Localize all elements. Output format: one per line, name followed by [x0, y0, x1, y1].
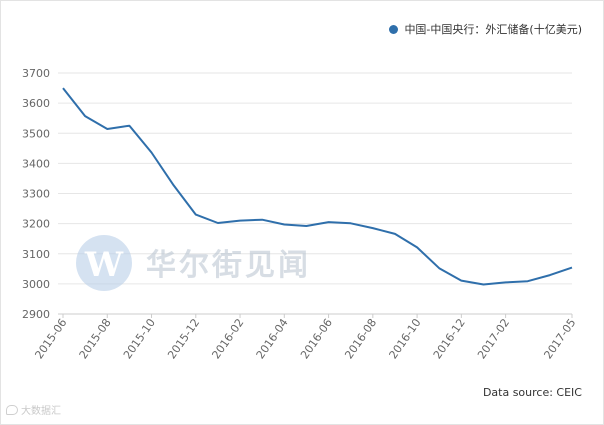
watermark-logo-letter: W [84, 245, 124, 285]
y-tick-label: 3000 [22, 278, 50, 291]
y-tick-label: 3400 [22, 157, 50, 170]
series-layer [62, 87, 573, 286]
x-tick-label: 2016-08 [342, 316, 379, 361]
x-tick-label: 2016-10 [387, 316, 424, 361]
x-tick-label: 2015-10 [121, 316, 158, 361]
x-axis-ticks: 2015-06 2015-08 2015-10 2015-12 2016-02 2016-… [32, 314, 578, 361]
y-axis-ticks: 2900 3000 3100 3200 3300 3400 3500 3600 3700 [22, 67, 50, 321]
credit-watermark: 大数据汇 [6, 402, 61, 417]
x-tick-label: 2016-02 [209, 316, 246, 361]
x-tick-label: 2017-02 [475, 316, 512, 361]
chat-bubble-icon [6, 404, 18, 415]
x-tick-label: 2017-05 [541, 316, 578, 361]
y-tick-label: 3300 [22, 188, 50, 201]
x-tick-label: 2016-06 [298, 316, 335, 361]
y-tick-label: 3700 [22, 67, 50, 80]
x-tick-label: 2016-04 [254, 316, 291, 361]
watermark-logo-circle [76, 235, 132, 291]
y-tick-label: 3500 [22, 127, 50, 140]
data-source-note: Data source: CEIC [482, 386, 582, 399]
y-tick-label: 2900 [22, 308, 50, 321]
y-tick-label: 3100 [22, 248, 50, 261]
watermark-text: 华尔街见闻 [146, 248, 311, 283]
series-line [62, 87, 573, 286]
legend-label: 中国-中国央行：外汇储备(十亿美元) [404, 23, 582, 36]
y-tick-label: 3600 [22, 97, 50, 110]
x-tick-label: 2015-06 [32, 316, 69, 361]
legend-marker [389, 24, 399, 34]
credit-text: 大数据汇 [21, 406, 61, 417]
x-tick-label: 2015-12 [165, 316, 202, 361]
grid-lines [58, 72, 572, 315]
watermark-logo: W [76, 235, 132, 291]
x-tick-label: 2015-08 [77, 316, 114, 361]
y-tick-label: 3200 [22, 218, 50, 231]
legend: 中国-中国央行：外汇储备(十亿美元) [389, 21, 582, 37]
x-tick-label: 2016-12 [431, 316, 468, 361]
